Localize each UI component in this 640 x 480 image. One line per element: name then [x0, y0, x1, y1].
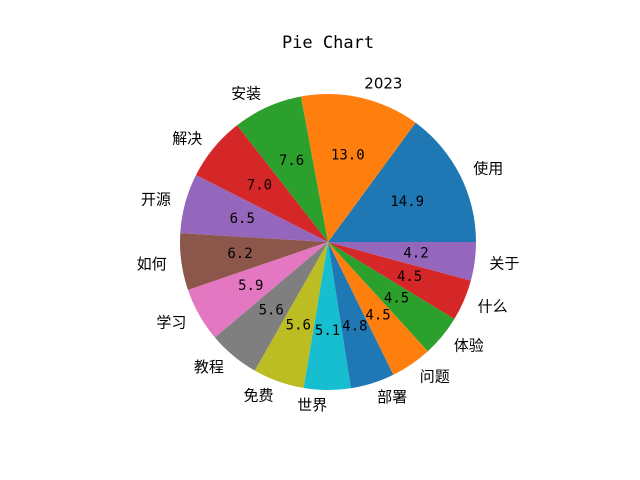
- pie-slice-label: 什么: [478, 297, 508, 315]
- pie-slice: [180, 175, 328, 242]
- pie-value-label: 7.6: [279, 153, 304, 169]
- pie-value-label: 4.2: [403, 246, 428, 262]
- pie-value-label: 4.5: [384, 290, 409, 306]
- pie-slice: [328, 242, 394, 389]
- pie-slice-label: 关于: [489, 254, 519, 272]
- pie-slice: [328, 242, 428, 375]
- pie-value-label: 5.1: [315, 323, 340, 339]
- pie-slice: [195, 125, 328, 242]
- pie-slice-label: 体验: [454, 336, 484, 354]
- pie-value-label: 14.9: [390, 194, 424, 210]
- pie-slice: [328, 242, 471, 319]
- pie-slice: [303, 242, 351, 391]
- pie-slice-label: 问题: [420, 367, 450, 385]
- pie-slice-label: 如何: [137, 255, 167, 273]
- pie-value-labels: 14.913.07.67.06.56.25.95.65.6 5.1 4.84.54.…: [227, 147, 428, 338]
- pie-value-label: 4.5: [365, 307, 390, 323]
- pie-slice-label: 2023: [364, 74, 402, 92]
- pie-slice-label: 安装: [231, 85, 261, 103]
- pie-slice-label: 世界: [297, 396, 327, 414]
- pie-slice: [328, 122, 476, 242]
- pie-slice-label: 学习: [156, 313, 186, 331]
- pie-slice: [254, 242, 328, 388]
- pie-value-label: 13.0: [331, 147, 365, 163]
- pie-slice: [237, 96, 328, 242]
- pie-value-label: 4.8: [342, 319, 367, 335]
- pie-value-label: 6.2: [227, 246, 252, 262]
- pie-value-label: 6.5: [230, 211, 255, 227]
- pie-slice: [328, 242, 476, 281]
- pie-value-label: 7.0: [247, 178, 272, 194]
- pie-value-label: 4.5: [397, 269, 422, 285]
- pie-value-label: 5.6: [286, 318, 311, 334]
- pie-slice: [328, 242, 455, 352]
- pie-slice: [179, 233, 328, 290]
- pie-slice-label: 教程: [194, 358, 224, 376]
- pie-slice: [214, 242, 328, 371]
- pie-value-label: 5.6: [259, 302, 284, 318]
- pie-slice-label: 开源: [141, 190, 171, 208]
- chart-title: Pie Chart: [282, 33, 374, 53]
- pie-slice: [300, 94, 416, 243]
- pie-slices: [179, 94, 476, 391]
- pie-slice-label: 使用: [473, 159, 503, 177]
- pie-value-label: 5.9: [238, 278, 263, 294]
- pie-slice: [188, 242, 328, 338]
- pie-slice-label: 部署: [377, 388, 407, 406]
- pie-slice-label: 免费: [244, 386, 274, 404]
- pie-slice-label: 解决: [172, 130, 202, 148]
